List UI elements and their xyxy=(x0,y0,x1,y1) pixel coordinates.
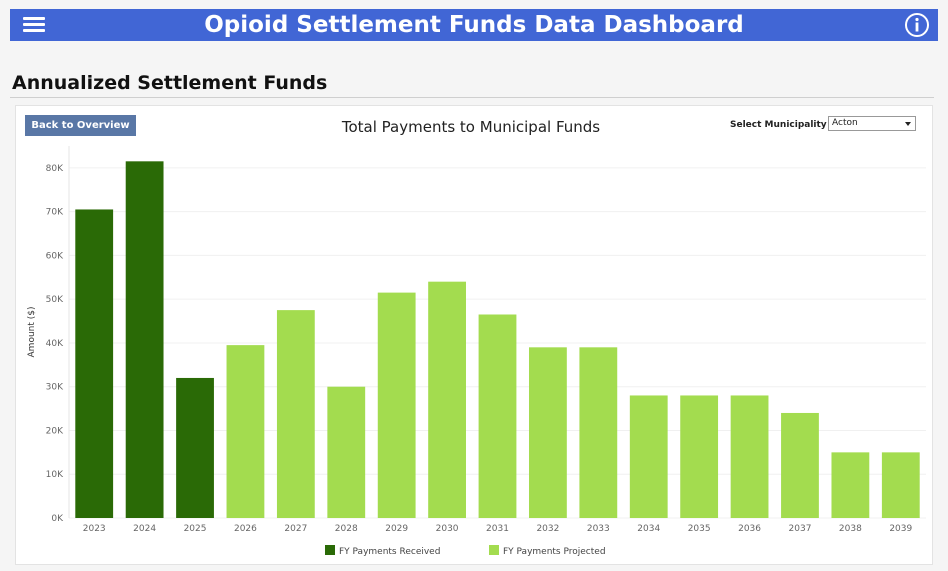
y-axis-label: Amount ($) xyxy=(27,307,37,358)
bar-2028 xyxy=(327,386,366,518)
bar-2032 xyxy=(529,347,567,518)
x-tick-label: 2035 xyxy=(688,524,711,534)
bar-2033 xyxy=(579,347,618,518)
x-tick-label: 2025 xyxy=(184,524,207,534)
legend-label-projected: FY Payments Projected xyxy=(503,547,606,557)
chart-panel: 0K 10K 20K 30K 40K 50K 60K 70K 80K Amount ($) 2023… xyxy=(15,105,933,565)
bar-2038 xyxy=(831,452,870,518)
bar-2031 xyxy=(478,314,517,518)
bar-2025 xyxy=(176,377,214,518)
bar-2023 xyxy=(75,209,114,518)
municipality-select-label: Select Municipality xyxy=(730,120,827,130)
x-tick-label: 2023 xyxy=(83,524,106,534)
x-tick-label: 2028 xyxy=(335,524,358,534)
x-tick-label: 2030 xyxy=(436,524,459,534)
section-title: Annualized Settlement Funds xyxy=(12,72,328,94)
back-to-overview-button[interactable]: Back to Overview xyxy=(25,115,136,136)
y-tick-label: 60K xyxy=(46,251,64,261)
bar-2027 xyxy=(276,310,315,518)
x-tick-label: 2027 xyxy=(284,524,307,534)
bar-2026 xyxy=(226,345,265,518)
bar-2034 xyxy=(629,395,668,518)
x-tick-label: 2037 xyxy=(789,524,812,534)
x-tick-label: 2026 xyxy=(234,524,257,534)
x-tick-label: 2039 xyxy=(889,524,912,534)
y-tick-label: 50K xyxy=(46,295,64,305)
y-tick-label: 40K xyxy=(46,339,64,349)
bar-2035 xyxy=(680,395,719,518)
bar-2036 xyxy=(730,395,769,518)
x-tick-label: 2034 xyxy=(637,524,660,534)
y-tick-label: 80K xyxy=(46,164,64,174)
x-tick-label: 2036 xyxy=(738,524,761,534)
x-tick-label: 2031 xyxy=(486,524,509,534)
y-tick-label: 10K xyxy=(46,470,64,480)
header-bar: Opioid Settlement Funds Data Dashboard xyxy=(10,9,938,41)
bar-2039 xyxy=(881,452,920,518)
y-tick-label: 70K xyxy=(46,208,64,218)
y-tick-label: 30K xyxy=(46,383,64,393)
chevron-down-icon xyxy=(905,122,911,126)
bar-2037 xyxy=(781,412,819,518)
x-tick-label: 2033 xyxy=(587,524,610,534)
bar-chart: 0K 10K 20K 30K 40K 50K 60K 70K 80K Amount ($) 2023… xyxy=(27,146,926,557)
x-tick-label: 2029 xyxy=(385,524,408,534)
x-tick-label: 2038 xyxy=(839,524,862,534)
municipality-select[interactable]: Acton xyxy=(828,116,916,131)
section-divider xyxy=(10,97,934,98)
app-title: Opioid Settlement Funds Data Dashboard xyxy=(204,12,744,38)
legend-swatch-received xyxy=(325,545,335,555)
bar-2029 xyxy=(377,292,416,518)
info-icon[interactable] xyxy=(904,12,930,38)
municipality-select-value: Acton xyxy=(832,118,858,128)
x-tick-label: 2032 xyxy=(536,524,559,534)
chart-title: Total Payments to Municipal Funds xyxy=(341,118,601,136)
hamburger-menu-icon[interactable] xyxy=(23,17,45,33)
bar-2030 xyxy=(428,281,466,518)
legend-swatch-projected xyxy=(489,545,499,555)
y-tick-label: 0K xyxy=(51,514,64,524)
bar-2024 xyxy=(125,161,164,519)
legend-label-received: FY Payments Received xyxy=(339,547,440,557)
x-tick-label: 2024 xyxy=(133,524,156,534)
y-tick-label: 20K xyxy=(46,426,64,436)
